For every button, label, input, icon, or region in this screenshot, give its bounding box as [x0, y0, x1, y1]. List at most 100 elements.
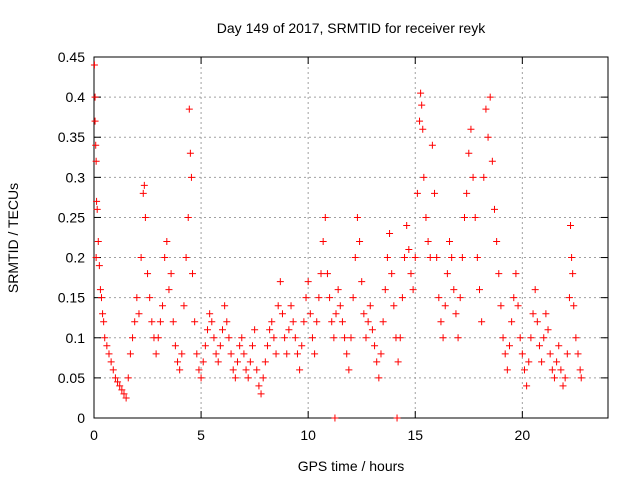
data-point: [90, 61, 98, 69]
x-tick-label: 20: [515, 427, 531, 443]
data-point: [461, 213, 469, 221]
data-point: [129, 334, 137, 342]
data-point: [293, 350, 301, 358]
data-point: [300, 318, 308, 326]
data-point: [281, 334, 289, 342]
data-point: [493, 238, 501, 246]
data-point: [358, 278, 366, 286]
data-point: [514, 302, 522, 310]
data-point: [291, 334, 299, 342]
data-point: [465, 149, 473, 157]
data-point: [137, 254, 145, 262]
data-point: [274, 302, 282, 310]
data-point: [559, 382, 567, 390]
y-tick-label: 0.2: [66, 250, 86, 266]
data-point: [368, 326, 376, 334]
data-point: [246, 358, 254, 366]
data-point: [488, 157, 496, 165]
data-points: [90, 61, 585, 422]
data-point: [315, 294, 323, 302]
data-point: [242, 366, 250, 374]
y-tick-label: 0.15: [58, 290, 85, 306]
data-point: [439, 334, 447, 342]
data-point: [441, 302, 449, 310]
y-tick-label: 0.4: [66, 89, 86, 105]
data-point: [572, 334, 580, 342]
data-point: [570, 302, 578, 310]
data-point: [501, 350, 509, 358]
data-point: [221, 302, 229, 310]
data-point: [576, 366, 584, 374]
data-point: [505, 342, 513, 350]
data-point: [219, 326, 226, 334]
data-point: [480, 173, 488, 181]
data-point: [94, 238, 102, 246]
data-point: [360, 310, 368, 318]
data-point: [458, 254, 466, 262]
data-point: [154, 334, 162, 342]
y-tick-label: 0.05: [58, 370, 85, 386]
data-point: [565, 294, 573, 302]
data-point: [152, 350, 160, 358]
data-point: [165, 286, 173, 294]
data-point: [133, 294, 141, 302]
data-point: [197, 374, 205, 382]
data-point: [574, 350, 582, 358]
data-point: [569, 270, 577, 278]
data-point: [169, 318, 177, 326]
data-point: [100, 318, 108, 326]
data-point: [413, 189, 421, 197]
data-point: [212, 350, 220, 358]
data-point: [272, 350, 280, 358]
data-point: [263, 342, 271, 350]
data-point: [298, 342, 306, 350]
data-point: [261, 358, 269, 366]
y-tick-label: 0: [77, 410, 85, 426]
data-point: [240, 350, 248, 358]
data-point: [431, 189, 439, 197]
data-point: [527, 334, 535, 342]
data-point: [313, 318, 321, 326]
data-point: [146, 294, 154, 302]
data-point: [317, 270, 325, 278]
data-point: [99, 310, 107, 318]
data-point: [426, 254, 434, 262]
data-point: [266, 326, 274, 334]
data-point: [278, 310, 286, 318]
data-point: [546, 350, 554, 358]
data-point: [353, 213, 361, 221]
data-point: [135, 310, 143, 318]
data-point: [92, 254, 100, 262]
data-point: [92, 157, 100, 165]
data-point: [332, 310, 340, 318]
data-point: [124, 374, 132, 382]
data-point: [450, 286, 458, 294]
data-point: [182, 254, 190, 262]
data-point: [330, 334, 338, 342]
data-point: [233, 358, 241, 366]
data-point: [176, 366, 184, 374]
data-point: [229, 366, 237, 374]
data-point: [386, 229, 394, 237]
data-point: [568, 254, 576, 262]
data-point: [122, 394, 130, 402]
data-point: [105, 350, 113, 358]
data-point: [306, 310, 314, 318]
data-point: [424, 238, 432, 246]
data-point: [257, 390, 265, 398]
data-point: [379, 318, 387, 326]
data-point: [407, 270, 415, 278]
data-point: [91, 93, 99, 101]
data-point: [253, 366, 261, 374]
data-point: [141, 213, 149, 221]
x-tick-label: 5: [197, 427, 205, 443]
data-point: [321, 213, 329, 221]
data-point: [542, 310, 550, 318]
grid: [93, 56, 608, 419]
data-point: [326, 294, 334, 302]
data-point: [520, 366, 528, 374]
data-point: [456, 294, 464, 302]
data-point: [216, 342, 224, 350]
data-point: [289, 318, 297, 326]
